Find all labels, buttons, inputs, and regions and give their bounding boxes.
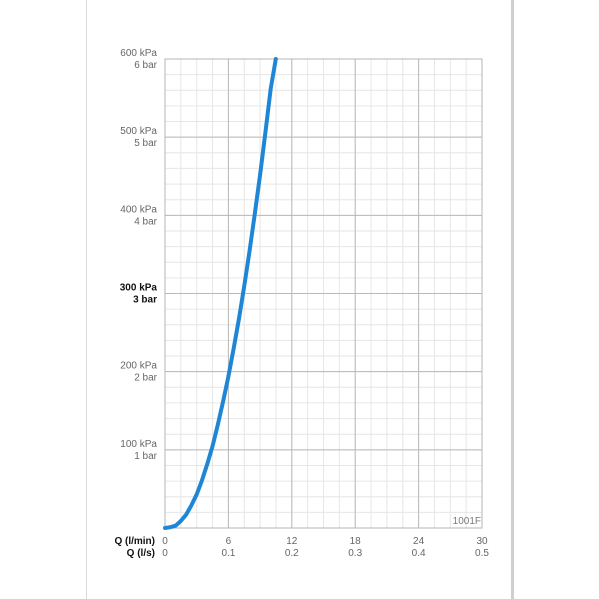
page-border-left: [86, 0, 87, 599]
y-tick-label-bar: 6 bar: [134, 60, 157, 71]
x-tick-label-ls: 0: [162, 548, 168, 559]
x-tick-label-lmin: 30: [476, 536, 488, 547]
x-tick-label-ls: 0.3: [348, 548, 362, 559]
page-border-right: [511, 0, 514, 599]
x-axis-label-ls: Q (l/s): [127, 548, 155, 559]
y-tick-label-kpa: 200 kPa: [120, 361, 157, 372]
x-tick-label-lmin: 6: [226, 536, 232, 547]
y-tick-label-bar: 5 bar: [134, 138, 157, 149]
y-tick-label-kpa: 500 kPa: [120, 126, 157, 137]
x-tick-label-lmin: 24: [413, 536, 425, 547]
y-tick-label-kpa: 400 kPa: [120, 204, 157, 215]
y-tick-label-kpa: 600 kPa: [120, 48, 157, 59]
y-tick-label-kpa: 100 kPa: [120, 439, 157, 450]
x-tick-label-lmin: 12: [286, 536, 298, 547]
x-axis-label-lmin: Q (l/min): [114, 536, 155, 547]
x-tick-label-ls: 0.5: [475, 548, 489, 559]
x-tick-labels: 00 60.1 120.2 180.3 240.4 300.5: [162, 536, 489, 559]
y-tick-label-bar: 3 bar: [133, 295, 157, 306]
x-tick-label-ls: 0.1: [221, 548, 235, 559]
plot-frame: [164, 58, 483, 529]
chart-code-label: 1001F: [453, 516, 481, 527]
y-tick-label-kpa: 300 kPa: [120, 283, 158, 294]
y-tick-label-bar: 1 bar: [134, 451, 157, 462]
x-tick-label-lmin: 0: [162, 536, 168, 547]
y-tick-label-bar: 2 bar: [134, 373, 157, 384]
x-tick-label-lmin: 18: [350, 536, 362, 547]
y-tick-label-bar: 4 bar: [134, 216, 157, 227]
series-line: [163, 57, 278, 530]
x-tick-label-ls: 0.4: [412, 548, 426, 559]
x-tick-label-ls: 0.2: [285, 548, 299, 559]
